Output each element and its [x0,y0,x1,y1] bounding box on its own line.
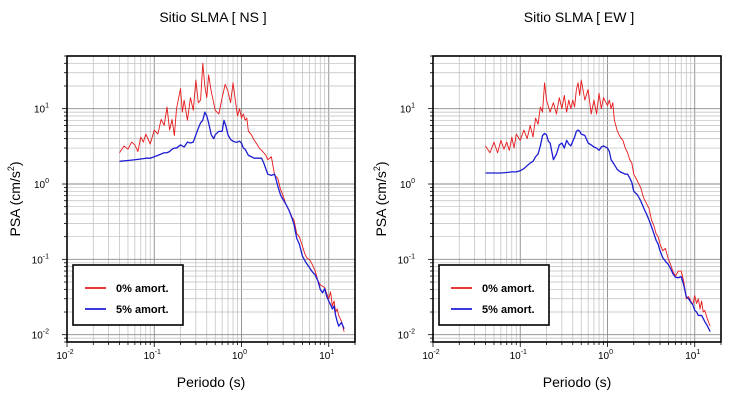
y-tick-label: 100 [34,178,49,191]
chart-title: Sitio SLMA [ EW ] [524,9,634,25]
x-tick-label: 100 [232,349,247,362]
x-axis-label: Periodo (s) [543,374,611,390]
y-tick-label: 10-2 [32,329,49,342]
x-tick-label: 100 [598,349,613,362]
axes: 10-2 10-1 100 101 10-2 10-1 100 101 [398,55,722,362]
legend-label: 5% amort. [116,304,169,316]
x-tick-label: 10-2 [56,349,73,362]
legend-label: 0% amort. [116,283,169,295]
series-line-blue [485,129,711,332]
y-tick-label: 10-2 [398,329,415,342]
series-line-red [485,79,711,327]
x-tick-label: 101 [319,349,334,362]
y-tick-label: 10-1 [32,253,49,266]
chart-panel-1: Sitio SLMA [ NS ]10-2 10-1 100 10110-210-11… [6,9,356,390]
x-tick-label: 10-2 [422,349,439,362]
legend-box [438,264,550,326]
x-tick-label: 101 [685,349,700,362]
x-axis-label: Periodo (s) [177,374,245,390]
x-tick-label: 10-1 [144,349,161,362]
plot-frame [66,55,356,343]
chart-panel-2: Sitio SLMA [ EW ]10-2 10-1 100 10110-210-11… [372,9,722,390]
axes: 10-2 10-1 100 101 10-2 10-1 100 101 [32,55,356,362]
legend: 0% amort. 5% amort. [438,264,550,326]
y-tick-label: 10-1 [398,253,415,266]
legend-label: 5% amort. [482,304,535,316]
series-line-red [119,62,345,332]
plot-frame [432,55,722,343]
grid [67,56,355,342]
series-line-blue [119,111,345,329]
legend-box [72,264,184,326]
y-tick-label: 100 [400,178,415,191]
legend-label: 0% amort. [482,283,535,295]
y-tick-label: 101 [400,103,415,116]
chart-title: Sitio SLMA [ NS ] [159,9,266,25]
legend: 0% amort. 5% amort. [72,264,184,326]
y-axis-label: PSA (cm/s2) [372,161,389,236]
x-tick-label: 10-1 [510,349,527,362]
y-tick-label: 101 [34,103,49,116]
y-axis-label: PSA (cm/s2) [6,161,23,236]
